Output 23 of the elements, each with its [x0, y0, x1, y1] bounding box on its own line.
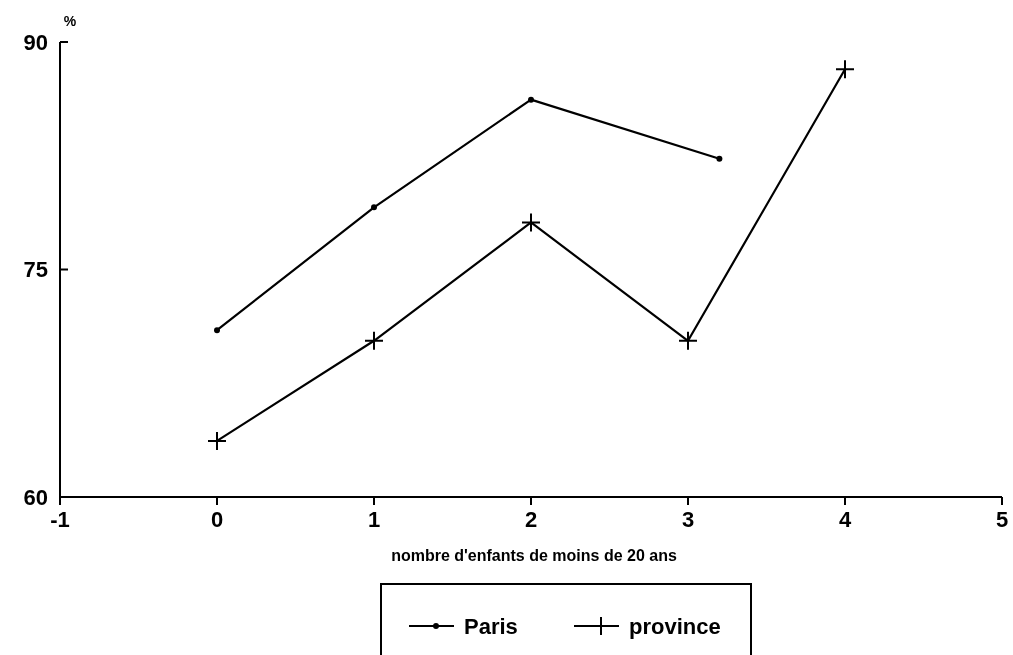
x-tick-label: 1 — [367, 507, 381, 532]
point — [716, 155, 723, 162]
x-tick-label: 3 — [681, 507, 695, 532]
y-tick-label: 75 — [23, 257, 48, 283]
legend-label: Paris — [464, 613, 518, 639]
point — [835, 59, 855, 80]
x-tick-label: -1 — [50, 507, 70, 532]
point — [214, 327, 220, 334]
point — [364, 330, 384, 351]
point — [207, 430, 227, 451]
x-tick-label: 2 — [524, 507, 538, 532]
x-tick-label: 0 — [210, 507, 224, 532]
legend-label: province — [629, 613, 721, 639]
x-axis-title: nombre d'enfants de moins de 20 ans — [391, 547, 677, 564]
point — [678, 330, 698, 351]
x-tick-label: 4 — [838, 507, 852, 532]
y-tick-label: 60 — [23, 484, 48, 510]
x-tick-label: 5 — [995, 507, 1009, 532]
point — [521, 212, 541, 233]
y-tick-label: 90 — [23, 29, 48, 55]
y-axis-title: % — [63, 13, 77, 29]
point — [371, 204, 377, 211]
point — [528, 96, 534, 103]
